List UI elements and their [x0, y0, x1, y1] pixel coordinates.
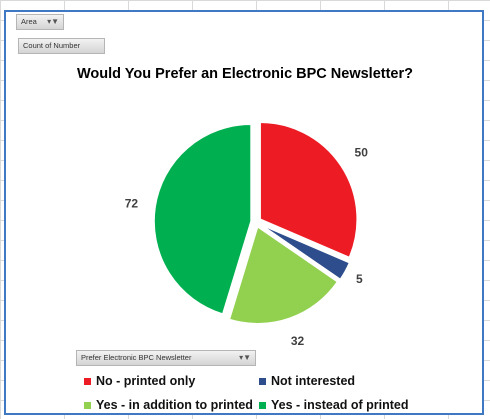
- slice-yes-in-addition[interactable]: [228, 225, 339, 325]
- value-field-label: Count of Number: [23, 41, 81, 50]
- data-label: 32: [291, 334, 305, 348]
- legend-label: No - printed only: [96, 374, 196, 388]
- legend-label: Yes - in addition to printed: [96, 398, 253, 412]
- legend-item-not-interested: Not interested: [259, 374, 355, 388]
- data-label: 5: [356, 272, 363, 286]
- legend-swatch: [84, 377, 91, 385]
- legend-item-yes-instead: Yes - instead of printed: [259, 398, 409, 412]
- legend-swatch: [259, 377, 266, 385]
- data-label: 72: [125, 196, 139, 210]
- filter-dropdown-icon: ▾▼: [239, 353, 251, 362]
- slice-not-interested[interactable]: [259, 223, 351, 281]
- legend-label: Not interested: [271, 374, 356, 388]
- chart-title: Would You Prefer an Electronic BPC Newsl…: [77, 66, 413, 82]
- legend-item-no-printed-only: No - printed only: [84, 374, 195, 388]
- data-label: 50: [355, 146, 369, 160]
- axis-field-label: Prefer Electronic BPC Newsletter: [81, 353, 192, 362]
- area-filter-label: Area: [21, 17, 37, 26]
- legend-item-yes-in-addition: Yes - in addition to printed: [84, 398, 253, 412]
- slice-yes-instead[interactable]: [153, 123, 252, 315]
- slice-no-printed-only[interactable]: [259, 121, 358, 259]
- value-field-button[interactable]: Count of Number: [18, 38, 105, 54]
- legend-swatch: [84, 401, 91, 409]
- legend-label: Yes - instead of printed: [271, 398, 409, 412]
- legend-swatch: [259, 401, 266, 409]
- axis-field-filter-button[interactable]: Prefer Electronic BPC Newsletter ▾▼: [76, 350, 256, 366]
- filter-dropdown-icon: ▾▼: [47, 17, 59, 26]
- area-filter-button[interactable]: Area ▾▼: [16, 14, 64, 30]
